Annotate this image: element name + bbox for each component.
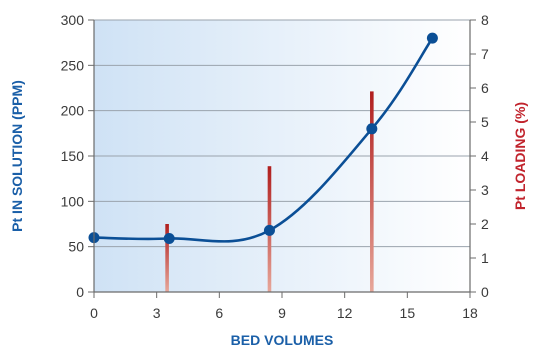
- y-tick-label: 150: [61, 148, 85, 164]
- data-point: [366, 123, 378, 135]
- y2-tick-label: 5: [481, 114, 489, 130]
- y2-tick-label: 8: [481, 12, 489, 28]
- y2-tick-label: 2: [481, 216, 489, 232]
- y2-tick-label: 7: [481, 46, 489, 62]
- y2-axis-title: Pt LOADING (%): [512, 102, 528, 210]
- x-tick-label: 3: [153, 305, 161, 321]
- y2-tick-label: 4: [481, 148, 489, 164]
- y-tick-label: 300: [61, 12, 85, 28]
- y-tick-label: 200: [61, 103, 85, 119]
- x-tick-label: 6: [215, 305, 223, 321]
- data-point: [163, 233, 175, 245]
- data-point: [263, 224, 275, 236]
- y-tick-label: 50: [68, 239, 84, 255]
- loading-bar: [165, 224, 169, 292]
- solution-curve: [93, 37, 434, 243]
- y2-tick-label: 6: [481, 80, 489, 96]
- y2-tick-label: 1: [481, 250, 489, 266]
- x-tick-label: 0: [90, 305, 98, 321]
- y-tick-label: 250: [61, 57, 85, 73]
- x-axis-title: BED VOLUMES: [231, 332, 334, 348]
- loading-bar: [370, 91, 374, 293]
- y-tick-label: 100: [61, 193, 85, 209]
- solution-line: [88, 32, 438, 245]
- data-point: [426, 32, 438, 44]
- y2-tick-label: 3: [481, 182, 489, 198]
- x-tick-label: 12: [337, 305, 353, 321]
- x-tick-label: 9: [278, 305, 286, 321]
- y-tick-label: 0: [76, 284, 84, 300]
- y2-tick-label: 0: [481, 284, 489, 300]
- x-tick-label: 15: [400, 305, 416, 321]
- y-axis-title: Pt IN SOLUTION (PPM): [9, 80, 25, 232]
- x-tick-label: 18: [462, 305, 478, 321]
